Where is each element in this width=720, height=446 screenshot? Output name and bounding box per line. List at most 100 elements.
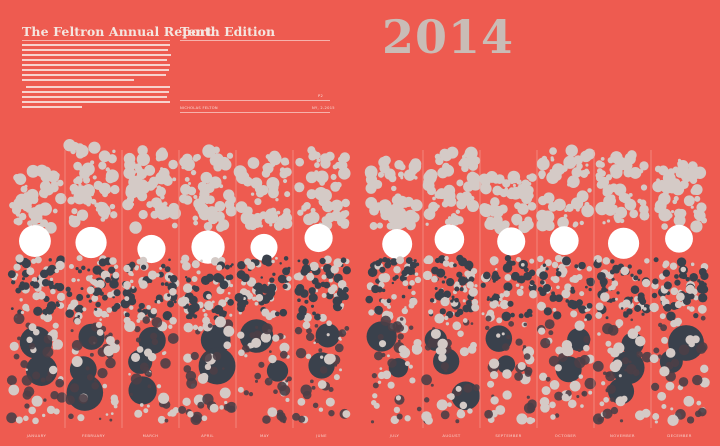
light-bubble (615, 206, 628, 219)
dark-bubble (601, 286, 607, 293)
light-bubble (105, 335, 115, 345)
light-bubble (202, 308, 206, 312)
dark-bubble (596, 271, 606, 281)
dark-bubble (95, 301, 101, 308)
dark-bubble (396, 413, 403, 420)
light-bubble (559, 201, 565, 207)
light-bubble (222, 175, 227, 180)
light-bubble (639, 204, 649, 215)
light-bubble (307, 211, 320, 224)
dark-bubble (465, 299, 473, 306)
light-bubble (129, 221, 142, 234)
light-bubble (148, 176, 159, 187)
dark-bubble (21, 375, 33, 386)
light-bubble (434, 153, 441, 160)
light-bubble (665, 348, 676, 358)
light-bubble (398, 163, 406, 171)
light-bubble (297, 209, 304, 216)
dark-bubble (68, 413, 74, 420)
light-bubble (373, 402, 380, 409)
dark-bubble (77, 269, 82, 274)
light-bubble (196, 271, 199, 274)
dark-bubble (421, 374, 432, 386)
light-bubble (129, 279, 134, 284)
light-bubble (388, 174, 397, 183)
dark-bubble (305, 332, 315, 342)
dark-bubble (202, 352, 212, 362)
light-bubble (112, 149, 116, 154)
light-bubble (635, 410, 645, 421)
light-bubble (193, 220, 199, 226)
light-bubble (583, 344, 590, 352)
light-bubble (422, 270, 433, 281)
light-bubble (463, 181, 474, 192)
light-bubble (409, 212, 420, 223)
dark-bubble (584, 313, 593, 321)
dark-bubble (397, 333, 404, 340)
light-bubble (538, 162, 547, 171)
light-bubble (96, 201, 107, 212)
dark-bubble (529, 280, 535, 286)
dark-bubble (662, 269, 671, 277)
dark-bubble (34, 311, 38, 315)
dark-bubble (229, 264, 233, 268)
light-bubble (67, 196, 76, 205)
light-bubble (15, 254, 24, 263)
light-bubble (155, 186, 166, 197)
light-bubble (670, 407, 674, 411)
light-bubble (294, 182, 305, 193)
dark-bubble (243, 390, 249, 396)
light-bubble (224, 400, 228, 405)
dark-bubble (487, 296, 490, 299)
dark-bubble (43, 334, 53, 344)
light-bubble (50, 288, 56, 295)
light-bubble (661, 223, 668, 230)
light-bubble (169, 287, 177, 296)
dark-bubble (548, 330, 554, 336)
light-bubble (321, 266, 324, 270)
dark-bubble (553, 311, 562, 320)
light-bubble (276, 210, 281, 215)
dark-bubble (501, 311, 512, 322)
light-bubble (330, 173, 337, 180)
light-bubble (20, 185, 28, 193)
light-bubble (103, 345, 115, 357)
light-bubble (600, 156, 605, 161)
light-bubble (325, 397, 335, 407)
light-bubble (544, 259, 552, 267)
light-bubble (464, 270, 471, 277)
dark-bubble (140, 264, 147, 270)
light-bubble (610, 151, 623, 164)
light-bubble (539, 372, 548, 381)
dark-bubble (301, 264, 311, 274)
dark-bubble (374, 260, 382, 267)
light-bubble (157, 147, 167, 157)
dark-bubble (370, 420, 375, 424)
light-bubble (335, 181, 342, 188)
dark-bubble (255, 331, 261, 336)
light-bubble (515, 256, 522, 263)
light-bubble (134, 409, 143, 418)
dark-bubble (463, 383, 473, 393)
dark-bubble (150, 332, 158, 340)
light-bubble (279, 342, 290, 353)
light-bubble (96, 185, 100, 189)
light-bubble (110, 412, 114, 415)
light-bubble (172, 177, 177, 182)
home-bubble (549, 226, 579, 256)
dark-bubble (146, 371, 152, 378)
dark-bubble (105, 357, 116, 369)
dark-bubble (234, 292, 244, 303)
light-bubble (428, 309, 434, 315)
light-bubble (609, 361, 621, 373)
month-label: FEBRUARY (82, 433, 105, 438)
light-bubble (683, 195, 695, 207)
light-bubble (19, 298, 23, 302)
light-bubble (136, 346, 144, 353)
light-bubble (219, 387, 231, 399)
dark-bubble (405, 257, 413, 265)
light-bubble (109, 203, 116, 210)
light-bubble (492, 300, 499, 307)
light-bubble (76, 209, 89, 221)
light-bubble (331, 210, 342, 222)
